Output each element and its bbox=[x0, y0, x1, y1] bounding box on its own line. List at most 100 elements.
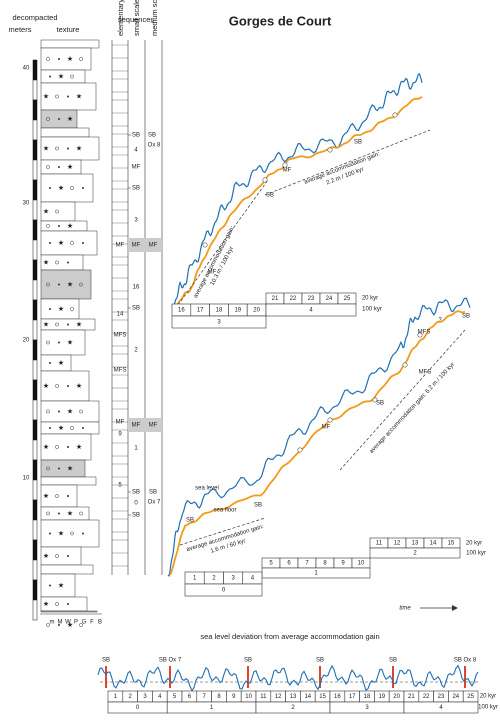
dot-symbol bbox=[49, 532, 51, 535]
dot-symbol bbox=[58, 624, 60, 626]
label: 8 bbox=[217, 694, 221, 700]
grain-symbol bbox=[46, 466, 50, 471]
label: 2 bbox=[212, 576, 216, 582]
label: MF bbox=[132, 165, 141, 171]
label: 2 bbox=[291, 705, 295, 711]
bed bbox=[40, 220, 88, 232]
label: 23 bbox=[308, 296, 315, 302]
grain-symbol bbox=[70, 531, 74, 536]
label: SB bbox=[316, 658, 324, 664]
label: ? bbox=[438, 318, 442, 324]
label: 15 bbox=[319, 694, 326, 700]
label: 3 bbox=[217, 320, 221, 326]
label: SB bbox=[132, 133, 140, 139]
point bbox=[402, 362, 408, 368]
point bbox=[327, 147, 333, 153]
dot-symbol bbox=[82, 532, 84, 535]
label: SB bbox=[132, 490, 140, 496]
cycle-group bbox=[265, 303, 357, 317]
scale-segment bbox=[32, 99, 38, 121]
dot-symbol bbox=[82, 427, 84, 429]
label: MF bbox=[322, 425, 331, 431]
scale-segment bbox=[32, 59, 38, 81]
label: SB bbox=[266, 193, 274, 199]
point bbox=[282, 162, 288, 168]
label: MFS bbox=[114, 368, 127, 374]
label: SB bbox=[389, 658, 397, 664]
grain-symbol bbox=[55, 602, 59, 606]
label: 8 bbox=[323, 561, 327, 567]
grain-symbol bbox=[55, 322, 59, 327]
label: SB bbox=[149, 490, 157, 496]
dot-symbol bbox=[58, 225, 60, 227]
label: 13 bbox=[290, 694, 297, 700]
label: MFS bbox=[418, 330, 431, 336]
grain-symbol bbox=[70, 307, 74, 311]
grain-symbol bbox=[55, 146, 59, 151]
label: 9 bbox=[232, 694, 236, 700]
label: 18 bbox=[364, 694, 371, 700]
label: M bbox=[58, 620, 63, 626]
label: 4 bbox=[309, 308, 313, 314]
dot-symbol bbox=[67, 147, 69, 150]
axis-title: meters bbox=[9, 25, 32, 34]
scale-segment bbox=[32, 239, 38, 261]
trend-line bbox=[264, 129, 431, 196]
grain-symbol bbox=[79, 409, 83, 414]
scale-segment bbox=[32, 519, 38, 541]
label: 14 bbox=[117, 312, 124, 318]
label: 16 bbox=[133, 285, 140, 291]
bed bbox=[40, 370, 90, 402]
scale-segment bbox=[32, 479, 38, 501]
label: 6 bbox=[188, 694, 192, 700]
label: average accommodation gain: 6.2 m / 100 … bbox=[369, 362, 456, 455]
dot-symbol bbox=[67, 555, 69, 557]
label: 1 bbox=[193, 576, 197, 582]
grain-symbol bbox=[55, 494, 59, 498]
grain-symbol bbox=[55, 384, 59, 388]
label: 9 bbox=[341, 561, 345, 567]
grain-symbol bbox=[55, 554, 59, 558]
label: 30 bbox=[23, 201, 30, 207]
label: sea level bbox=[195, 486, 219, 492]
label: 10 bbox=[358, 561, 365, 567]
star-symbol: ★ bbox=[43, 258, 49, 266]
point bbox=[262, 177, 268, 183]
label: B bbox=[98, 620, 102, 626]
label: 1 bbox=[314, 571, 318, 577]
dot-symbol bbox=[49, 75, 51, 78]
scale-segment bbox=[32, 179, 38, 201]
dot-symbol bbox=[49, 362, 51, 364]
label: 11 bbox=[376, 541, 383, 547]
label: SB bbox=[186, 518, 194, 524]
column-title: small scale bbox=[132, 0, 141, 36]
label: 13 bbox=[412, 541, 419, 547]
scale-segment bbox=[32, 299, 38, 321]
bed bbox=[40, 564, 94, 575]
label: Ox 7 bbox=[148, 500, 161, 506]
label: 2 bbox=[413, 551, 417, 557]
dot-symbol bbox=[49, 427, 51, 429]
dot-symbol bbox=[49, 584, 51, 587]
label: P bbox=[74, 620, 78, 626]
label: 19 bbox=[378, 694, 385, 700]
label: 5 bbox=[173, 694, 177, 700]
star-symbol: ★ bbox=[67, 280, 73, 288]
star-symbol: ★ bbox=[58, 239, 64, 247]
scale-segment bbox=[32, 119, 38, 141]
label: 17 bbox=[349, 694, 356, 700]
dot-symbol bbox=[58, 410, 60, 413]
title: Gorges de Court bbox=[229, 13, 332, 28]
bed bbox=[40, 610, 98, 613]
sequences-title: sequences bbox=[118, 15, 155, 24]
star-symbol: ★ bbox=[43, 492, 49, 500]
label: 20 kyr bbox=[480, 694, 496, 700]
scale-segment bbox=[32, 579, 38, 601]
grain-symbol bbox=[46, 409, 50, 414]
label: time bbox=[399, 606, 411, 612]
label: SB bbox=[102, 658, 110, 664]
label: m bbox=[50, 620, 55, 626]
star-symbol: ★ bbox=[67, 407, 73, 415]
bed bbox=[40, 354, 72, 372]
label: 24 bbox=[326, 296, 333, 302]
